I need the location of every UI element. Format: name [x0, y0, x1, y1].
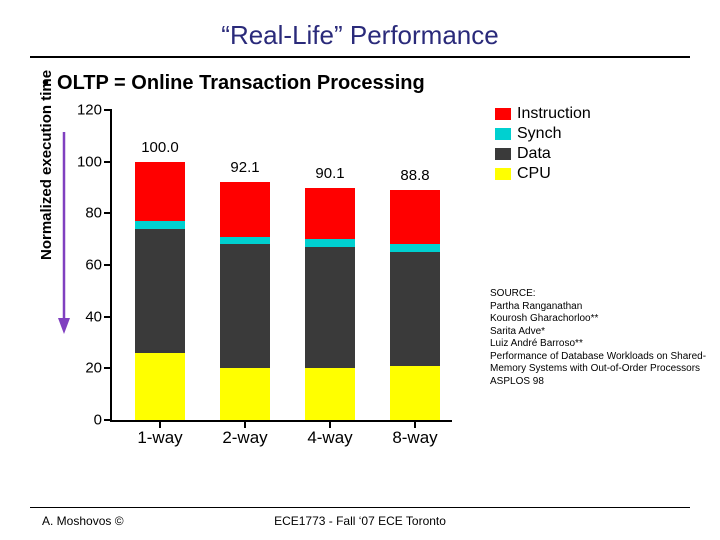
bar-segment-cpu — [390, 366, 440, 420]
x-tick — [244, 420, 246, 428]
bar-segment-cpu — [220, 368, 270, 420]
slide-title: “Real-Life” Performance — [0, 20, 720, 51]
bar-chart: Normalized execution time 02040608010012… — [40, 100, 490, 470]
legend: Instruction Synch Data CPU — [495, 105, 591, 185]
y-tick-label: 80 — [72, 205, 102, 222]
y-tick — [104, 367, 112, 369]
title-underline — [30, 56, 690, 58]
source-citation: SOURCE:Partha RanganathanKourosh Gharach… — [490, 288, 712, 388]
legend-item: Data — [495, 145, 591, 163]
y-tick — [104, 264, 112, 266]
bar-segment-data — [390, 252, 440, 366]
bar-total-label: 100.0 — [130, 139, 190, 156]
source-line: Sarita Adve* — [490, 326, 712, 339]
source-line: Partha Ranganathan — [490, 301, 712, 314]
plot-area: 020406080100120100.01-way92.12-way90.14-… — [110, 110, 452, 422]
bar-segment-instruction — [390, 190, 440, 244]
bar-segment-instruction — [135, 162, 185, 221]
x-tick — [329, 420, 331, 428]
subtitle-text: OLTP = Online Transaction Processing — [57, 72, 425, 94]
bar-segment-cpu — [135, 353, 185, 420]
legend-label: Synch — [517, 125, 561, 143]
bar-segment-synch — [135, 221, 185, 229]
legend-item: Synch — [495, 125, 591, 143]
y-tick — [104, 316, 112, 318]
source-line: Kourosh Gharachorloo** — [490, 313, 712, 326]
footer-center: ECE1773 - Fall ‘07 ECE Toronto — [0, 514, 720, 528]
y-tick-label: 0 — [72, 412, 102, 429]
y-tick — [104, 109, 112, 111]
legend-swatch — [495, 168, 511, 180]
bar-segment-synch — [220, 237, 270, 245]
legend-swatch — [495, 108, 511, 120]
x-category-label: 8-way — [380, 428, 450, 448]
bar-segment-synch — [305, 239, 355, 247]
bar-segment-data — [220, 244, 270, 368]
x-tick — [414, 420, 416, 428]
y-tick-label: 100 — [72, 153, 102, 170]
x-category-label: 2-way — [210, 428, 280, 448]
footer-divider — [30, 507, 690, 508]
legend-label: Data — [517, 145, 551, 163]
y-tick — [104, 212, 112, 214]
legend-label: Instruction — [517, 105, 591, 123]
y-tick-label: 20 — [72, 360, 102, 377]
legend-swatch — [495, 128, 511, 140]
bar-segment-data — [135, 229, 185, 353]
bar-segment-synch — [390, 244, 440, 252]
bar-segment-data — [305, 247, 355, 368]
x-category-label: 4-way — [295, 428, 365, 448]
bar-segment-instruction — [220, 182, 270, 236]
source-line: Luiz André Barroso** — [490, 338, 712, 351]
y-tick-label: 120 — [72, 102, 102, 119]
bar-total-label: 90.1 — [300, 165, 360, 182]
bar-total-label: 88.8 — [385, 167, 445, 184]
source-line: ASPLOS 98 — [490, 376, 712, 389]
source-heading: SOURCE: — [490, 288, 712, 301]
subtitle: •OLTP = Online Transaction Processing — [42, 72, 425, 95]
legend-item: Instruction — [495, 105, 591, 123]
bar-segment-instruction — [305, 188, 355, 240]
legend-swatch — [495, 148, 511, 160]
y-tick — [104, 161, 112, 163]
bar-segment-cpu — [305, 368, 355, 420]
y-axis-title: Normalized execution time — [38, 70, 55, 260]
x-tick — [159, 420, 161, 428]
x-category-label: 1-way — [125, 428, 195, 448]
source-line: Performance of Database Workloads on Sha… — [490, 351, 712, 376]
legend-item: CPU — [495, 165, 591, 183]
y-tick-label: 60 — [72, 257, 102, 274]
y-tick — [104, 419, 112, 421]
y-tick-label: 40 — [72, 308, 102, 325]
legend-label: CPU — [517, 165, 551, 183]
bar-total-label: 92.1 — [215, 159, 275, 176]
